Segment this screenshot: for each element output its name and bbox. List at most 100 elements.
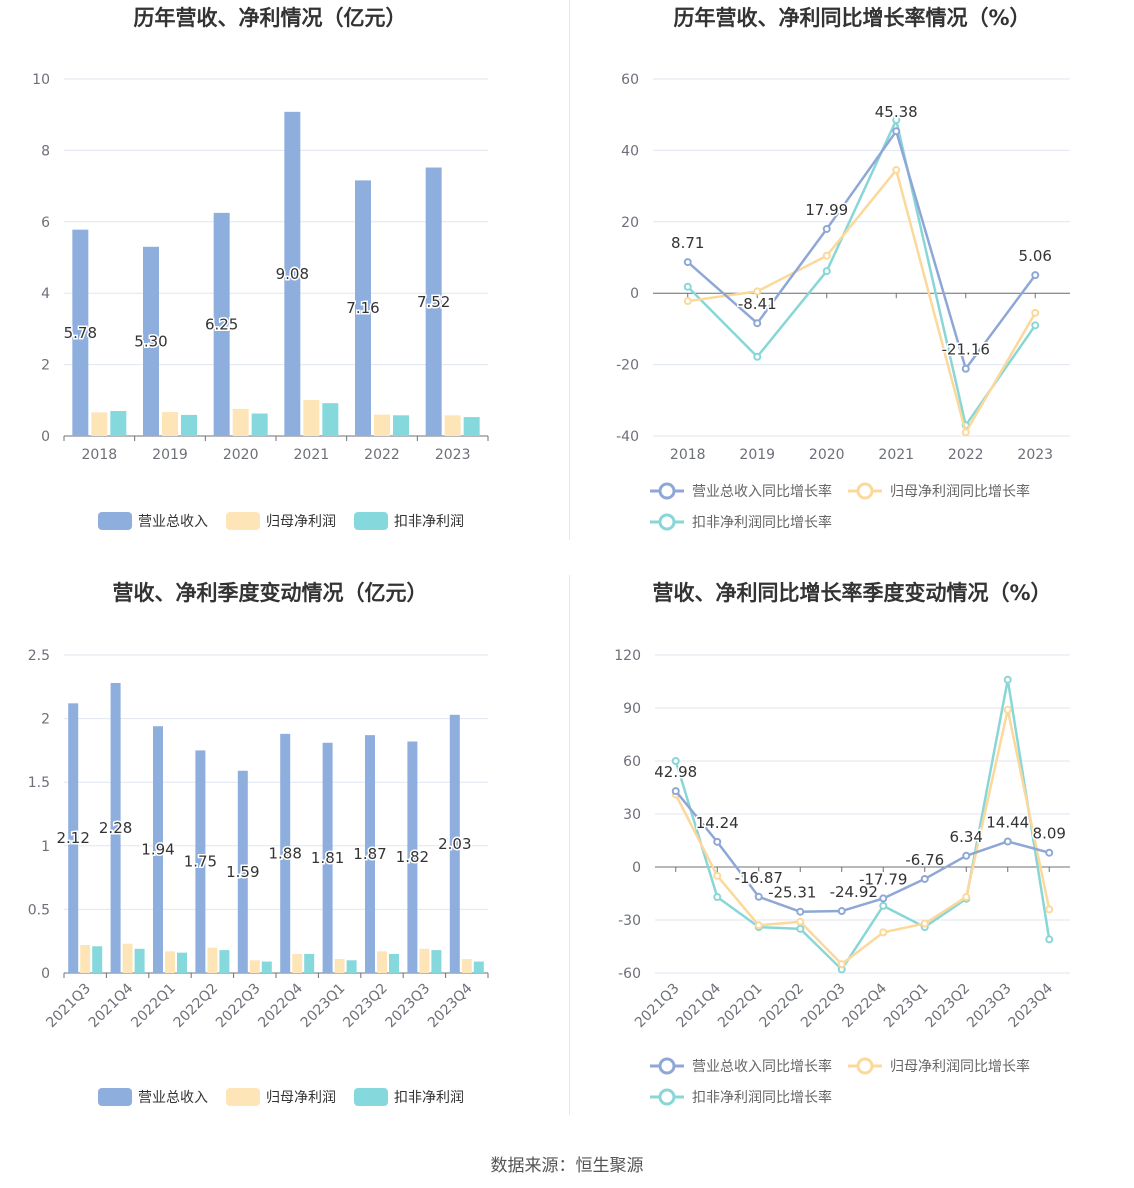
chart-title: 营收、净利同比增长率季度变动情况（%）	[652, 581, 1051, 605]
x-tick-label: 2023Q4	[1005, 980, 1056, 1031]
bar-1	[303, 399, 320, 436]
line-data-label: 5.06	[1019, 247, 1052, 265]
series-point-1	[920, 919, 929, 928]
series-point-2	[671, 757, 680, 765]
legend-label: 归母净利润	[266, 1089, 336, 1106]
legend-marker	[856, 1057, 874, 1075]
series-point-1	[753, 287, 762, 296]
x-tick-label: 2023Q2	[922, 981, 973, 1032]
series-line-2	[686, 116, 1037, 429]
bar-data-label: 5.78	[64, 324, 97, 342]
bar-2	[346, 960, 357, 973]
x-tick-label: 2022Q1	[715, 981, 766, 1032]
bar-2	[251, 413, 268, 436]
line-data-label: -16.87	[735, 869, 783, 887]
series-point-1	[796, 917, 805, 926]
y-tick-label: 0	[630, 286, 639, 302]
x-tick-label: 2023Q3	[383, 981, 434, 1032]
legend-marker	[658, 482, 676, 500]
bar-2	[304, 953, 315, 973]
series-point-2	[1045, 935, 1054, 944]
series-point-2	[892, 116, 901, 125]
x-tick-label: 2021Q4	[86, 980, 137, 1031]
bar-0	[407, 741, 418, 973]
x-tick-label: 2021Q3	[43, 981, 94, 1032]
bar-2	[134, 948, 145, 973]
annual-growth-line-chart: 历年营收、净利同比增长率情况（%） -40 -20 0 20 40 60 2018 2019 20…	[616, 6, 1070, 531]
legend-label: 归母净利润	[266, 513, 336, 530]
y-tick-label: 60	[621, 72, 639, 88]
y-tick-label: 6	[41, 215, 50, 231]
legend-label: 归母净利润同比增长率	[890, 483, 1030, 500]
series-point-2	[879, 901, 888, 910]
bar-2	[322, 403, 339, 436]
bar-0	[425, 167, 442, 436]
line-data-label: 17.99	[805, 201, 848, 219]
y-tick-label: 4	[41, 286, 50, 302]
line-data-label: -24.92	[830, 883, 878, 901]
y-tick-label: 120	[614, 648, 641, 664]
x-tick-label: 2019	[739, 447, 775, 463]
bar-data-label: 9.08	[276, 265, 309, 283]
line-data-label: -25.31	[768, 884, 816, 902]
x-tick-label: 2020	[809, 447, 845, 463]
bar-0	[195, 750, 206, 973]
series-point-1	[713, 871, 722, 880]
bar-0	[68, 703, 79, 973]
bar-data-label: 1.94	[141, 841, 174, 859]
x-tick-label: 2023	[1017, 447, 1053, 463]
legend-swatch	[354, 1088, 388, 1106]
chart-title: 历年营收、净利情况（亿元）	[134, 6, 407, 30]
series-point-0	[1003, 837, 1012, 846]
x-tick-label: 2023Q3	[964, 981, 1015, 1032]
series-point-0	[1031, 271, 1040, 280]
series-point-1	[1031, 308, 1040, 317]
x-tick-label: 2023Q2	[340, 981, 391, 1032]
series-line-2	[674, 679, 1051, 972]
line-data-label: -21.16	[942, 341, 990, 359]
series-point-1	[1045, 905, 1054, 914]
series-point-0	[920, 874, 929, 883]
bar-2	[92, 946, 103, 973]
legend-label: 营业总收入	[138, 1090, 208, 1106]
y-tick-label: 10	[32, 72, 50, 88]
quarter-bar-panel: 营收、净利季度变动情况（亿元） 0 0.5 1 1.5 2 2.5 2021Q3 2.12 202…	[0, 575, 560, 1120]
series-point-0	[683, 258, 692, 267]
legend-label: 营业总收入同比增长率	[692, 483, 832, 500]
bar-0	[110, 682, 121, 973]
bar-2	[219, 950, 230, 973]
series-point-1	[962, 893, 971, 902]
legend-swatch	[98, 512, 132, 530]
legend-label: 营业总收入同比增长率	[692, 1058, 832, 1075]
y-tick-label: 1.5	[28, 775, 50, 791]
series-point-0	[962, 851, 971, 860]
bar-2	[177, 952, 187, 973]
y-tick-label: -30	[618, 913, 641, 929]
line-data-label: 45.38	[875, 103, 918, 121]
x-tick-label: 2022	[364, 447, 400, 463]
legend-label: 扣非净利润同比增长率	[692, 514, 832, 531]
series-point-2	[683, 282, 692, 291]
series-point-1	[892, 166, 901, 175]
bar-1	[461, 959, 472, 973]
y-tick-label: 90	[623, 701, 641, 717]
x-tick-label: 2020	[223, 447, 259, 463]
y-tick-label: 0.5	[28, 902, 50, 918]
series-point-1	[879, 928, 888, 937]
series-line-0	[674, 790, 1050, 913]
x-tick-label: 2021	[294, 447, 330, 463]
series-point-2	[713, 893, 722, 902]
bar-data-label: 7.16	[346, 299, 379, 317]
series-point-1	[754, 921, 763, 930]
line-data-label: 14.44	[986, 813, 1029, 831]
bar-data-label: 2.12	[56, 829, 89, 847]
line-data-label: -6.76	[905, 851, 944, 869]
bar-data-label: 6.25	[205, 315, 238, 333]
bar-0	[213, 212, 230, 436]
series-point-2	[1003, 675, 1012, 684]
x-tick-label: 2018	[670, 447, 706, 463]
series-point-0	[961, 364, 970, 373]
line-data-label: 8.09	[1033, 825, 1066, 843]
quarter-bar-chart: 营收、净利季度变动情况（亿元） 0 0.5 1 1.5 2 2.5 2021Q3 2.12 202…	[28, 581, 489, 1106]
legend-marker	[658, 1088, 676, 1106]
